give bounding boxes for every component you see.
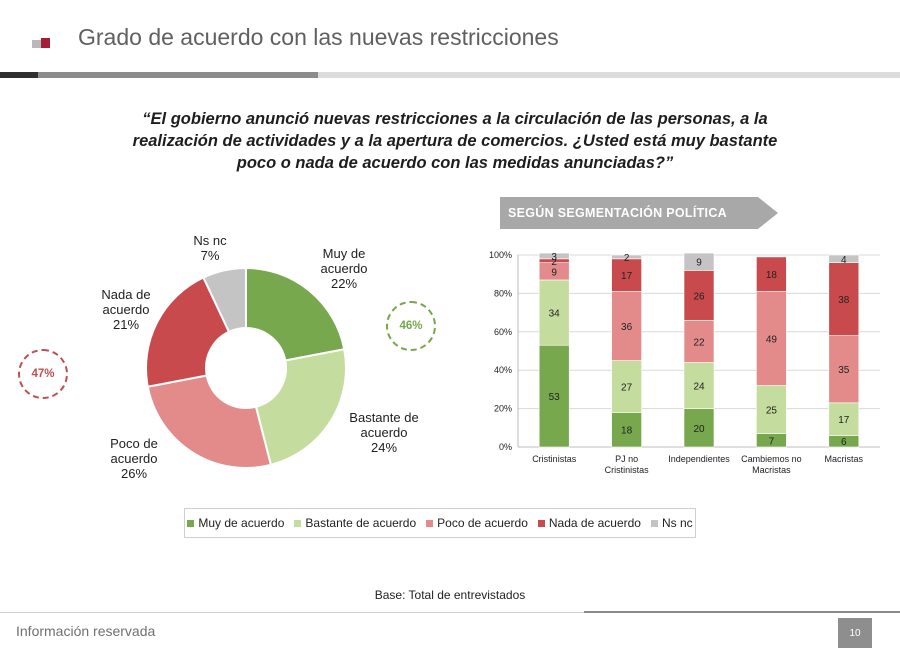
chart-legend: Muy de acuerdo Bastante de acuerdo Poco …	[184, 508, 696, 538]
legend-item-poco: Poco de acuerdo	[426, 516, 528, 530]
bar-value-label: 4	[841, 255, 847, 266]
bar-value-label: 18	[621, 426, 633, 437]
bar-value-label: 53	[549, 392, 561, 403]
donut-slice-bastante	[254, 348, 347, 467]
x-category-label: Macristas	[825, 454, 864, 464]
footer-divider-accent	[584, 611, 900, 613]
bar-value-label: 18	[766, 270, 778, 281]
pie-label-nada: Nada de acuerdo 21%	[101, 287, 151, 332]
legend-swatch-poco	[426, 519, 434, 527]
footer-text: Información reservada	[16, 623, 156, 639]
bar-value-label: 24	[693, 382, 705, 393]
y-tick-label: 100%	[489, 250, 512, 260]
x-category-label: Macristas	[752, 465, 791, 475]
bar-segment-bastante	[538, 279, 570, 346]
bar-segment-bastante	[683, 362, 715, 409]
bar-value-label: 6	[841, 437, 847, 448]
y-tick-label: 0%	[499, 442, 512, 452]
bar-segment-nada	[828, 262, 860, 336]
bar-value-label: 27	[621, 383, 633, 394]
bar-segment-nsnc	[683, 252, 715, 271]
pie-label-bastante: Bastante de acuerdo 24%	[349, 410, 419, 455]
header-divider	[0, 72, 38, 78]
footer-divider	[0, 612, 900, 613]
bar-segment-poco	[756, 291, 787, 386]
segment-label-arrow-icon	[500, 197, 778, 229]
bar-value-label: 7	[769, 436, 775, 447]
bar-value-label: 22	[693, 337, 705, 348]
legend-item-nsnc: Ns nc	[650, 516, 693, 530]
bar-value-label: 20	[693, 424, 705, 435]
page-title: Grado de acuerdo con las nuevas restricc…	[78, 24, 559, 50]
bar-value-label: 3	[551, 252, 557, 263]
legend-item-muy: Muy de acuerdo	[187, 516, 284, 530]
bar-segment-nsnc	[828, 254, 860, 263]
bar-value-label: 35	[838, 365, 850, 376]
bar-segment-bastante	[756, 385, 787, 434]
bar-segment-nada	[756, 256, 787, 292]
segment-label: SEGÚN SEGMENTACIÓN POLÍTICA	[500, 197, 778, 229]
bar-segment-bastante	[611, 360, 642, 413]
bar-segment-muy	[683, 408, 715, 448]
bar-value-label: 17	[621, 271, 633, 282]
bar-value-label: 9	[696, 258, 702, 269]
donut-slice-nsnc	[202, 266, 247, 334]
pie-label-nsnc: Ns nc 7%	[193, 233, 227, 263]
pie-label-poco: Poco de acuerdo 26%	[110, 436, 158, 481]
bar-segment-poco	[538, 262, 570, 281]
bar-value-label: 38	[838, 295, 850, 306]
bar-segment-nada	[611, 258, 642, 292]
legend-swatch-muy	[187, 519, 195, 527]
agree-total-badge: 46%	[386, 301, 436, 351]
legend-swatch-nsnc	[650, 519, 658, 527]
bar-segment-poco	[611, 291, 642, 361]
pie-label-muy: Muy de acuerdo 22%	[320, 246, 368, 291]
header-divider-light	[318, 72, 900, 78]
bar-value-label: 25	[766, 406, 778, 417]
legend-item-nada: Nada de acuerdo	[537, 516, 641, 530]
y-tick-label: 80%	[494, 288, 512, 298]
bar-value-label: 36	[621, 322, 633, 333]
legend-swatch-bastante	[294, 519, 302, 527]
bar-segment-muy	[756, 433, 787, 448]
survey-question: “El gobierno anunció nuevas restriccione…	[110, 108, 800, 174]
survey-question-line: realización de actividades y a la apertu…	[132, 132, 778, 150]
bar-value-label: 26	[693, 291, 705, 302]
y-tick-label: 60%	[494, 327, 512, 337]
y-tick-label: 40%	[494, 365, 512, 375]
bar-segment-muy	[611, 412, 642, 448]
x-category-label: PJ no	[615, 454, 638, 464]
x-category-label: Cristinistas	[605, 465, 650, 475]
bar-segment-poco	[683, 319, 715, 363]
bar-value-label: 2	[624, 253, 630, 264]
segment-label-text: SEGÚN SEGMENTACIÓN POLÍTICA	[508, 206, 727, 220]
page-number: 10	[838, 618, 872, 648]
bar-value-label: 9	[551, 267, 557, 278]
bar-segment-muy	[538, 344, 570, 448]
bar-value-label: 34	[549, 309, 561, 320]
bar-segment-bastante	[828, 402, 860, 436]
bar-value-label: 2	[551, 257, 557, 268]
disagree-total-badge: 47%	[18, 349, 68, 399]
bar-segment-nada	[683, 270, 715, 321]
bar-segment-nada	[538, 258, 570, 263]
legend-swatch-nada	[537, 519, 545, 527]
survey-question-line: “El gobierno anunció nuevas restriccione…	[142, 110, 768, 128]
bar-value-label: 17	[838, 415, 850, 426]
base-note: Base: Total de entrevistados	[374, 588, 526, 602]
x-category-label: Independientes	[668, 454, 730, 464]
survey-question-line: poco o nada de acuerdo con las medidas a…	[236, 154, 674, 172]
bar-segment-nsnc	[538, 252, 570, 260]
bar-segment-poco	[828, 335, 860, 404]
header-logo-icon	[32, 38, 50, 48]
x-category-label: Cambiemos no	[741, 454, 802, 464]
bar-segment-muy	[828, 435, 860, 448]
header-divider-mid	[38, 72, 318, 78]
bar-value-label: 49	[766, 335, 778, 346]
bar-segment-nsnc	[611, 254, 642, 260]
legend-item-bastante: Bastante de acuerdo	[294, 516, 416, 530]
y-tick-label: 20%	[494, 404, 512, 414]
x-category-label: Cristinistas	[532, 454, 577, 464]
